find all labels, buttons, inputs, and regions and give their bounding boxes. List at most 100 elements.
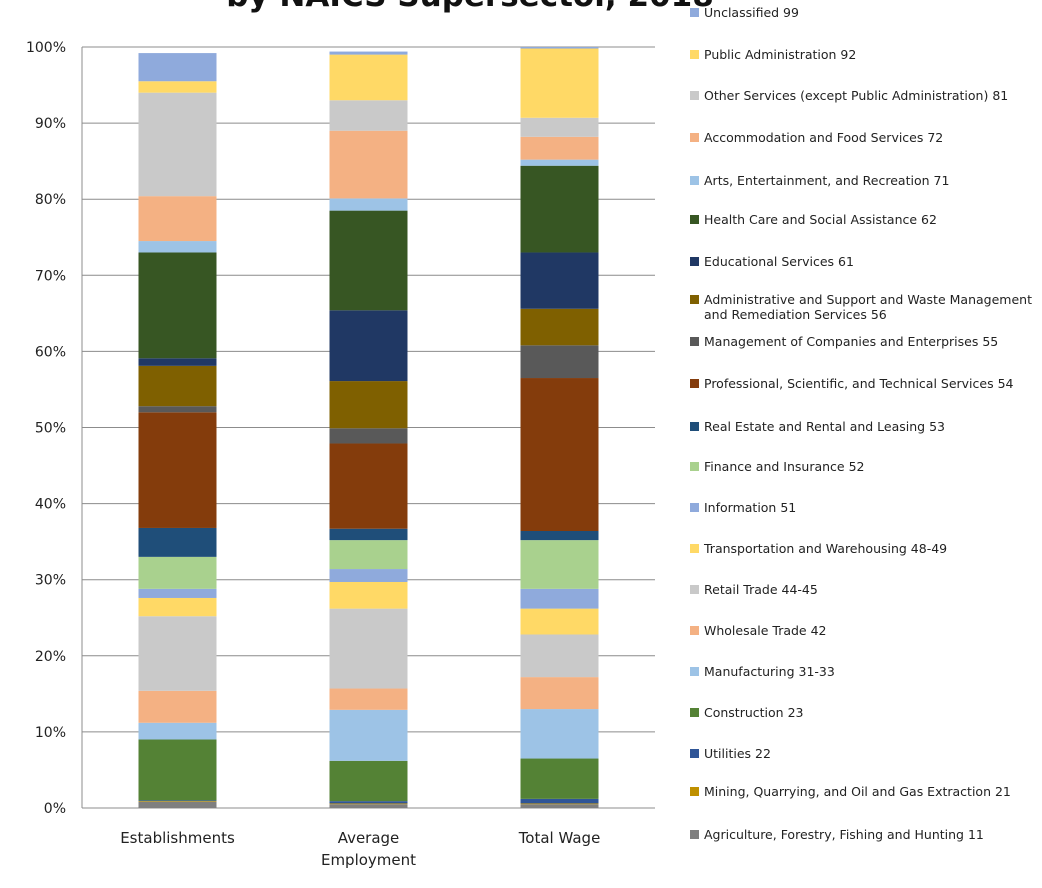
bar-segment: [329, 210, 408, 311]
bar-segment: [329, 100, 408, 131]
legend-label: Accommodation and Food Services 72: [704, 130, 944, 145]
legend-label: Manufacturing 31-33: [704, 664, 835, 679]
bar-segment: [520, 803, 599, 805]
legend-item: Administrative and Support and Waste Man…: [690, 292, 1040, 322]
legend-swatch: [690, 626, 699, 635]
x-tick-label: Average Employment: [321, 829, 416, 869]
legend-item: Information 51: [690, 500, 1040, 515]
bar-segment: [138, 241, 217, 253]
bar-segment: [138, 690, 217, 723]
legend-item: Wholesale Trade 42: [690, 623, 1040, 638]
bar-segment: [520, 634, 599, 678]
legend-swatch: [690, 337, 699, 346]
y-tick-label: 20%: [35, 649, 66, 665]
bar-segment: [329, 310, 408, 382]
bar-segment: [138, 196, 217, 242]
bar-segment: [329, 569, 408, 582]
legend-swatch: [690, 830, 699, 839]
y-tick-label: 90%: [35, 116, 66, 132]
legend-item: Management of Companies and Enterprises …: [690, 334, 1040, 349]
legend-item: Finance and Insurance 52: [690, 459, 1040, 474]
bar-segment: [329, 51, 408, 55]
bar-segment: [138, 616, 217, 691]
legend-label: Information 51: [704, 500, 797, 515]
bar-segment: [520, 47, 599, 49]
stacked-bar-plot: 0% 10% 20% 30% 40% 50% 60% 70% 80% 90% 100% Establi…: [26, 40, 655, 869]
legend-swatch: [690, 379, 699, 388]
bar-segment: [329, 608, 408, 689]
legend-label: Arts, Entertainment, and Recreation 71: [704, 173, 950, 188]
bar-segment: [329, 709, 408, 761]
legend-item: Utilities 22: [690, 746, 1040, 761]
bar-segment: [329, 198, 408, 211]
chart-title: by NAICS Supersector, 2018: [120, 0, 820, 14]
legend-swatch: [690, 585, 699, 594]
legend-item: Transportation and Warehousing 48-49: [690, 541, 1040, 556]
legend-swatch: [690, 133, 699, 142]
x-tick-label: Establishments: [120, 829, 235, 847]
bar-segment: [138, 597, 217, 617]
bar-segment: [329, 381, 408, 429]
legend-label: Management of Companies and Enterprises …: [704, 334, 999, 349]
legend-swatch: [690, 215, 699, 224]
bar-segment: [138, 556, 217, 589]
axes: 0% 10% 20% 30% 40% 50% 60% 70% 80% 90% 100% Establi…: [26, 40, 600, 869]
legend-swatch: [690, 708, 699, 717]
legend-item: Accommodation and Food Services 72: [690, 130, 1040, 145]
legend-item: Unclassified 99: [690, 5, 1040, 20]
bar-segment: [138, 588, 217, 598]
bar-segment: [520, 608, 599, 635]
legend-label: Real Estate and Rental and Leasing 53: [704, 419, 945, 434]
bar-segment: [520, 308, 599, 346]
bar-segment: [329, 428, 408, 444]
legend-label: Other Services (except Public Administra…: [704, 88, 1009, 103]
legend-item: Agriculture, Forestry, Fishing and Hunti…: [690, 827, 1040, 842]
y-tick-label: 0%: [44, 801, 66, 817]
bar-segment: [520, 758, 599, 799]
bar-segment: [138, 365, 217, 407]
legend-label: Finance and Insurance 52: [704, 459, 865, 474]
legend-label: Health Care and Social Assistance 62: [704, 212, 937, 227]
legend-item: Health Care and Social Assistance 62: [690, 212, 1040, 227]
bar-segment: [520, 540, 599, 589]
legend-swatch: [690, 8, 699, 17]
legend-item: Educational Services 61: [690, 254, 1040, 269]
bar-segment: [329, 528, 408, 541]
legend-swatch: [690, 544, 699, 553]
legend-swatch: [690, 462, 699, 471]
legend-item: Real Estate and Rental and Leasing 53: [690, 419, 1040, 434]
bar-segment: [520, 136, 599, 160]
legend-label: Transportation and Warehousing 48-49: [704, 541, 948, 556]
y-tick-label: 40%: [35, 497, 66, 513]
legend-swatch: [690, 503, 699, 512]
bar-segment: [329, 581, 408, 609]
bar-segment: [138, 53, 217, 82]
y-tick-label: 30%: [35, 573, 66, 589]
bar-segment: [138, 406, 217, 413]
legend-swatch: [690, 295, 699, 304]
legend-item: Other Services (except Public Administra…: [690, 88, 1040, 103]
bar-segment: [520, 252, 599, 309]
legend-label: Agriculture, Forestry, Fishing and Hunti…: [704, 827, 984, 842]
legend-swatch: [690, 91, 699, 100]
bar-segment: [520, 588, 599, 609]
bar-segment: [138, 92, 217, 197]
legend-swatch: [690, 667, 699, 676]
bar-segment: [520, 159, 599, 166]
legend-item: Manufacturing 31-33: [690, 664, 1040, 679]
bar-segment: [520, 677, 599, 710]
legend-swatch: [690, 422, 699, 431]
y-tick-label: 60%: [35, 344, 66, 360]
y-tick-label: 100%: [26, 40, 66, 56]
legend-swatch: [690, 50, 699, 59]
bar-segment: [329, 801, 408, 804]
legend-item: Public Administration 92: [690, 47, 1040, 62]
legend-item: Mining, Quarrying, and Oil and Gas Extra…: [690, 784, 1040, 799]
legend-item: Construction 23: [690, 705, 1040, 720]
bar-segment: [138, 739, 217, 801]
legend-swatch: [690, 787, 699, 796]
legend-item: Professional, Scientific, and Technical …: [690, 376, 1040, 391]
bar-segment: [329, 760, 408, 802]
legend-swatch: [690, 176, 699, 185]
bar-segment: [520, 804, 599, 808]
